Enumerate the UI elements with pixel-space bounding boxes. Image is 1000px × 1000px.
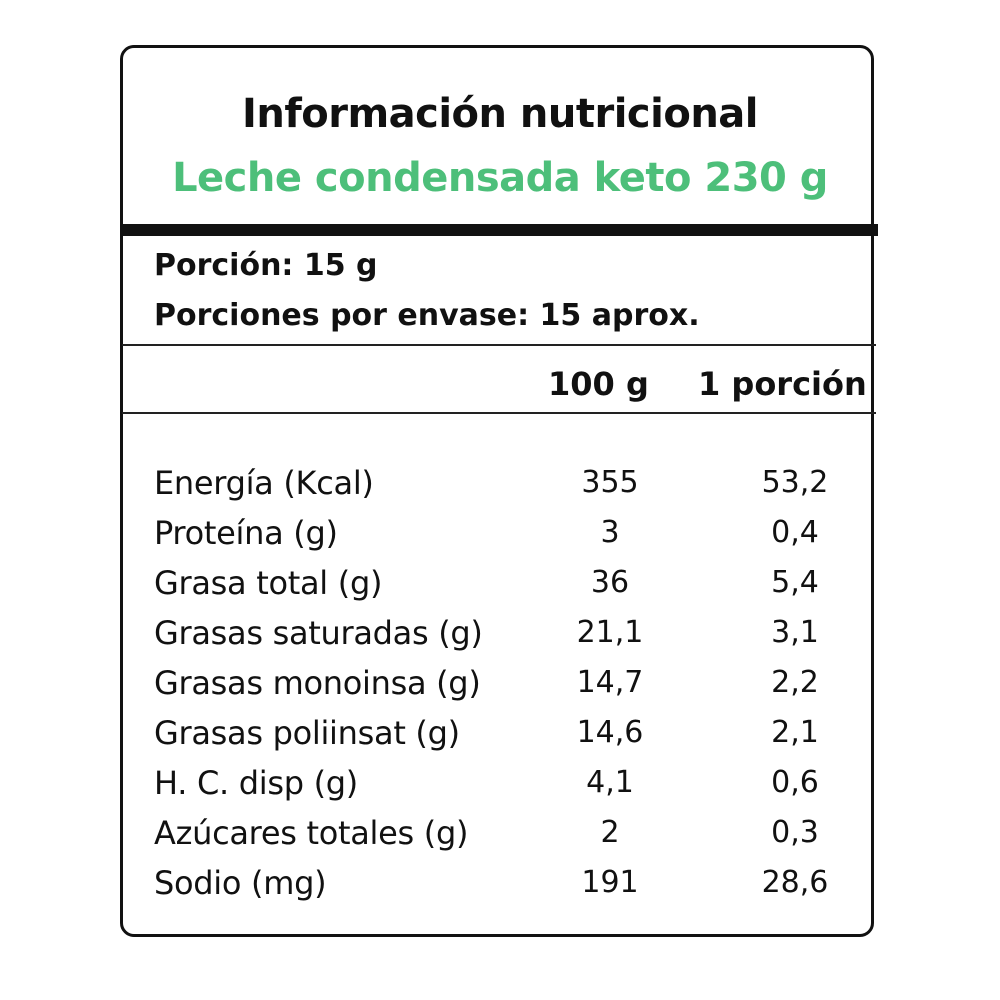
nutrient-name: H. C. disp (g) (154, 764, 358, 802)
value-per-100g: 2 (600, 815, 620, 850)
value-per-portion: 5,4 (771, 565, 819, 600)
value-per-portion: 2,2 (771, 665, 819, 700)
table-row: Azúcares totales (g) 2 0,3 (154, 808, 854, 858)
table-row: Grasas poliinsat (g) 14,6 2,1 (154, 708, 854, 758)
label-title: Información nutricional (241, 91, 759, 137)
value-per-100g: 191 (581, 865, 639, 900)
table-row: Proteína (g) 3 0,4 (154, 508, 854, 558)
table-row: Grasas saturadas (g) 21,1 3,1 (154, 608, 854, 658)
nutrient-name: Grasas monoinsa (g) (154, 664, 481, 702)
value-per-100g: 21,1 (576, 615, 644, 650)
value-per-portion: 28,6 (761, 865, 829, 900)
nutrient-name: Azúcares totales (g) (154, 814, 469, 852)
nutrition-label-frame (120, 45, 874, 937)
nutrient-name: Grasa total (g) (154, 564, 383, 602)
value-per-portion: 0,3 (771, 815, 819, 850)
table-row: H. C. disp (g) 4,1 0,6 (154, 758, 854, 808)
nutrient-name: Proteína (g) (154, 514, 338, 552)
value-per-portion: 3,1 (771, 615, 819, 650)
column-header-portion: 1 porción (698, 365, 867, 403)
table-row: Sodio (mg) 191 28,6 (154, 858, 854, 908)
value-per-100g: 4,1 (586, 765, 634, 800)
table-row: Grasa total (g) 36 5,4 (154, 558, 854, 608)
nutrient-name: Energía (Kcal) (154, 464, 374, 502)
value-per-100g: 14,6 (576, 715, 644, 750)
divider-serving (122, 344, 876, 346)
product-name: Leche condensada keto 230 g (172, 155, 828, 201)
nutrient-name: Sodio (mg) (154, 864, 327, 902)
value-per-100g: 3 (600, 515, 620, 550)
nutrient-name: Grasas poliinsat (g) (154, 714, 460, 752)
servings-per-package: Porciones por envase: 15 aprox. (154, 298, 700, 333)
nutrient-table: Energía (Kcal) 355 53,2 Proteína (g) 3 0… (154, 458, 854, 908)
value-per-portion: 2,1 (771, 715, 819, 750)
value-per-portion: 0,4 (771, 515, 819, 550)
nutrient-name: Grasas saturadas (g) (154, 614, 483, 652)
value-per-100g: 355 (581, 465, 639, 500)
thick-divider (120, 224, 878, 236)
divider-header (122, 412, 876, 414)
value-per-portion: 53,2 (761, 465, 829, 500)
table-row: Grasas monoinsa (g) 14,7 2,2 (154, 658, 854, 708)
value-per-portion: 0,6 (771, 765, 819, 800)
table-row: Energía (Kcal) 355 53,2 (154, 458, 854, 508)
value-per-100g: 36 (590, 565, 630, 600)
column-header-100g: 100 g (548, 365, 649, 403)
serving-size: Porción: 15 g (154, 248, 378, 283)
value-per-100g: 14,7 (576, 665, 644, 700)
